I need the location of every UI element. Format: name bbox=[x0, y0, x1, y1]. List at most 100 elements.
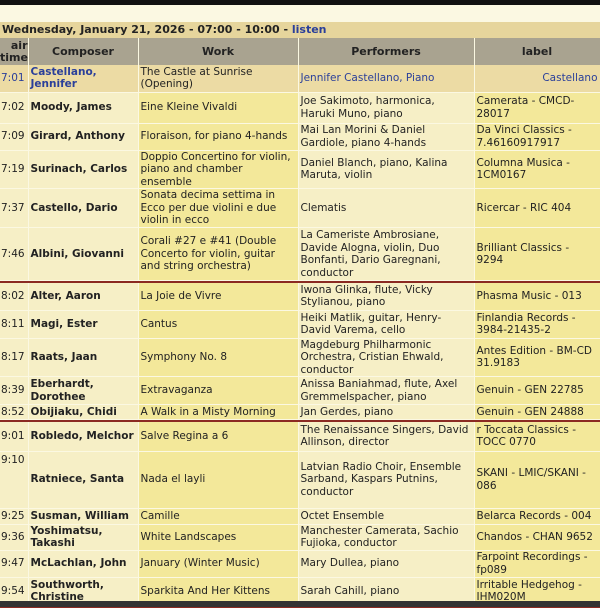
label-cell: Genuin - GEN 22785 bbox=[474, 376, 600, 405]
table-row: 9:01 Robledo, Melchor Salve Regina a 6 The … bbox=[0, 422, 600, 452]
work-cell: Extravaganza bbox=[138, 376, 299, 405]
air-time-cell: 8:17 bbox=[0, 338, 29, 377]
column-header-work: Work bbox=[138, 38, 299, 65]
table-row: 8:39 Eberhardt, Dorothee Extravaganza Aniss… bbox=[0, 376, 600, 405]
air-time-cell: 9:36 bbox=[0, 524, 29, 551]
air-time-cell: 7:02 bbox=[0, 92, 29, 124]
table-row: 7:19 Surinach, Carlos Doppio Concertino fo… bbox=[0, 150, 600, 189]
composer-cell: Ratniece, Santa bbox=[28, 451, 139, 509]
composer-cell: McLachlan, John bbox=[28, 550, 139, 578]
separator-line bbox=[0, 419, 600, 422]
air-time-cell: 9:47 bbox=[0, 550, 29, 578]
performers-cell: Anissa Baniahmad, flute, Axel Gremmelspa… bbox=[298, 376, 475, 405]
table-row: 7:46 Albini, Giovanni Corali #27 e #41 (Do… bbox=[0, 227, 600, 281]
composer-cell: Surinach, Carlos bbox=[28, 150, 139, 189]
table-row: 9:10 Ratniece, Santa Nada el layli Latvian … bbox=[0, 451, 600, 509]
label-cell: Da Vinci Classics - 7.46160917917 bbox=[474, 123, 600, 151]
composer-cell: Raats, Jaan bbox=[28, 338, 139, 377]
label-cell: Chandos - CHAN 9652 bbox=[474, 524, 600, 551]
label-cell: SKANI - LMIC/SKANI - 086 bbox=[474, 451, 600, 509]
table-row: 8:52 Obijiaku, Chidi A Walk in a Misty Mor… bbox=[0, 404, 600, 420]
performers-cell: Jan Gerdes, piano bbox=[298, 404, 475, 420]
composer-cell: Alter, Aaron bbox=[28, 283, 139, 311]
air-time-cell: 9:25 bbox=[0, 508, 29, 525]
playlist-table: air time Composer Work Performers label … bbox=[0, 38, 600, 608]
table-row: 9:36 Yoshimatsu, Takashi White Landscapes M… bbox=[0, 524, 600, 551]
label-cell: Belarca Records - 004 bbox=[474, 508, 600, 525]
table-row: 8:17 Raats, Jaan Symphony No. 8 Magdeburg P… bbox=[0, 338, 600, 377]
work-cell: A Walk in a Misty Morning bbox=[138, 404, 299, 420]
composer-cell: Albini, Giovanni bbox=[28, 227, 139, 281]
performers-cell: Manchester Camerata, Sachio Fujioka, con… bbox=[298, 524, 475, 551]
work-cell: The Castle at Sunrise (Opening) bbox=[138, 65, 299, 93]
air-time-cell: 7:01 bbox=[0, 65, 29, 93]
label-cell: Camerata - CMCD-28017 bbox=[474, 92, 600, 124]
window-top-border bbox=[0, 0, 600, 5]
work-cell: Salve Regina a 6 bbox=[138, 422, 299, 452]
work-cell: Nada el layli bbox=[138, 451, 299, 509]
column-header-time: air time bbox=[0, 38, 29, 65]
label-cell: Ricercar - RIC 404 bbox=[474, 188, 600, 228]
composer-cell: Girard, Anthony bbox=[28, 123, 139, 151]
performers-cell: Daniel Blanch, piano, Kalina Maruta, vio… bbox=[298, 150, 475, 189]
work-cell: Corali #27 e #41 (Double Concerto for vi… bbox=[138, 227, 299, 281]
performers-cell: Mai Lan Morini & Daniel Gardiole, piano … bbox=[298, 123, 475, 151]
air-time-cell: 7:37 bbox=[0, 188, 29, 228]
composer-cell[interactable]: Castellano, Jennifer bbox=[28, 65, 139, 93]
air-time-cell: 7:46 bbox=[0, 227, 29, 281]
table-row: 8:02 Alter, Aaron La Joie de Vivre Iwona Gl… bbox=[0, 283, 600, 311]
separator-line bbox=[0, 280, 600, 283]
table-row: 7:37 Castello, Dario Sonata decima settima… bbox=[0, 188, 600, 228]
listen-link[interactable]: listen bbox=[291, 23, 327, 36]
air-time-cell: 9:54 bbox=[0, 577, 29, 606]
performers-cell: Heiki Matlik, guitar, Henry-David Varema… bbox=[298, 310, 475, 339]
label-cell: Farpoint Recordings - fp089 bbox=[474, 550, 600, 578]
composer-cell: Robledo, Melchor bbox=[28, 422, 139, 452]
work-cell: Symphony No. 8 bbox=[138, 338, 299, 377]
work-cell: January (Winter Music) bbox=[138, 550, 299, 578]
work-cell: La Joie de Vivre bbox=[138, 283, 299, 311]
performers-cell: Clematis bbox=[298, 188, 475, 228]
composer-cell: Obijiaku, Chidi bbox=[28, 404, 139, 420]
composer-cell: Castello, Dario bbox=[28, 188, 139, 228]
performers-cell: Joe Sakimoto, harmonica, Haruki Muno, pi… bbox=[298, 92, 475, 124]
table-row: 9:25 Susman, William Camille Octet Ensemble… bbox=[0, 508, 600, 525]
performers-cell: Latvian Radio Choir, Ensemble Sarband, K… bbox=[298, 451, 475, 509]
air-time-cell: 8:52 bbox=[0, 404, 29, 420]
table-row: 7:01 Castellano, Jennifer The Castle at Su… bbox=[0, 65, 600, 93]
work-cell: Sonata decima settima in Ecco per due vi… bbox=[138, 188, 299, 228]
column-header-performers: Performers bbox=[298, 38, 475, 65]
table-row: 8:11 Magi, Ester Cantus Heiki Matlik, guita… bbox=[0, 310, 600, 339]
table-row: 7:02 Moody, James Eine Kleine Vivaldi Joe S… bbox=[0, 92, 600, 124]
column-header-label: label bbox=[474, 38, 600, 65]
work-cell: Camille bbox=[138, 508, 299, 525]
air-time-cell: 7:09 bbox=[0, 123, 29, 151]
work-cell: Sparkita And Her Kittens bbox=[138, 577, 299, 606]
air-time-cell: 8:11 bbox=[0, 310, 29, 339]
schedule-title: Wednesday, January 21, 2026 - 07:00 - 10… bbox=[0, 22, 600, 38]
work-cell: Cantus bbox=[138, 310, 299, 339]
performers-cell: Sarah Cahill, piano bbox=[298, 577, 475, 606]
label-cell: Brilliant Classics - 9294 bbox=[474, 227, 600, 281]
composer-cell: Yoshimatsu, Takashi bbox=[28, 524, 139, 551]
performers-cell: Octet Ensemble bbox=[298, 508, 475, 525]
label-cell: Finlandia Records - 3984-21435-2 bbox=[474, 310, 600, 339]
schedule-date-range: Wednesday, January 21, 2026 - 07:00 - 10… bbox=[2, 23, 292, 36]
performers-cell: The Renaissance Singers, David Allinson,… bbox=[298, 422, 475, 452]
composer-cell: Moody, James bbox=[28, 92, 139, 124]
air-time-cell: 7:19 bbox=[0, 150, 29, 189]
performers-cell: Mary Dullea, piano bbox=[298, 550, 475, 578]
air-time-cell: 8:39 bbox=[0, 376, 29, 405]
work-cell: White Landscapes bbox=[138, 524, 299, 551]
label-cell: Columna Musica - 1CM0167 bbox=[474, 150, 600, 189]
performers-cell[interactable]: Jennifer Castellano, Piano bbox=[298, 65, 475, 93]
label-cell[interactable]: Castellano bbox=[474, 65, 600, 93]
work-cell: Doppio Concertino for violin, piano and … bbox=[138, 150, 299, 189]
column-header-composer: Composer bbox=[28, 38, 139, 65]
performers-cell: Magdeburg Philharmonic Orchestra, Cristi… bbox=[298, 338, 475, 377]
performers-cell: Iwona Glinka, flute, Vicky Stylianou, pi… bbox=[298, 283, 475, 311]
table-row: 7:09 Girard, Anthony Floraison, for piano … bbox=[0, 123, 600, 151]
air-time-cell: 9:01 bbox=[0, 422, 29, 452]
label-cell: Antes Edition - BM-CD 31.9183 bbox=[474, 338, 600, 377]
label-cell: Genuin - GEN 24888 bbox=[474, 404, 600, 420]
